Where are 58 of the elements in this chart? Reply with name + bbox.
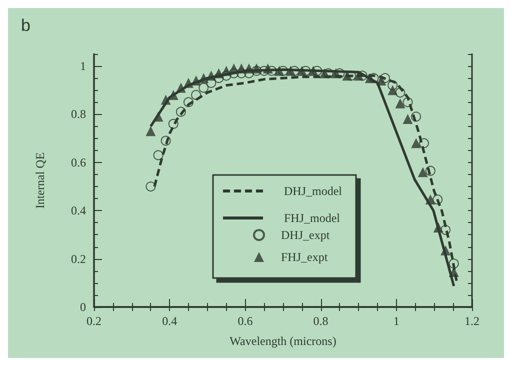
x-tick-label: 0.6 — [238, 314, 253, 328]
point — [432, 194, 443, 205]
point — [184, 97, 194, 108]
legend-label: FHJ_model — [284, 211, 341, 225]
point — [411, 112, 422, 122]
point — [278, 66, 288, 76]
point — [334, 68, 345, 78]
x-tick-label: 0.8 — [313, 314, 328, 328]
legend-label: DHJ_expt — [281, 228, 330, 242]
point — [411, 138, 422, 148]
point — [388, 85, 398, 96]
point — [259, 66, 270, 76]
y-axis-title: Internal QE — [33, 152, 47, 209]
point — [395, 88, 406, 98]
point — [221, 70, 232, 81]
point — [266, 66, 277, 76]
legend-label: DHJ_model — [284, 184, 343, 198]
legend-label: FHJ_expt — [281, 250, 328, 264]
chart-title: b — [21, 16, 30, 35]
point — [323, 68, 334, 78]
point — [252, 66, 262, 76]
point — [368, 73, 379, 84]
y-tick-label: 0.4 — [71, 204, 86, 218]
point — [160, 136, 171, 146]
point — [146, 182, 156, 192]
point — [425, 166, 436, 176]
point — [300, 66, 311, 76]
y-tick-label: 0 — [80, 300, 86, 314]
point — [206, 78, 216, 88]
point — [191, 90, 202, 100]
point — [402, 97, 413, 108]
point — [214, 73, 224, 84]
point — [153, 150, 164, 160]
point — [395, 98, 406, 108]
point — [176, 106, 186, 117]
point — [228, 68, 239, 78]
y-tick-label: 1 — [80, 59, 86, 74]
x-tick-label: 1.2 — [464, 314, 480, 328]
point — [419, 138, 429, 148]
y-tick-label: 0.2 — [71, 252, 86, 266]
point — [146, 126, 156, 136]
point — [402, 114, 413, 124]
point — [168, 118, 178, 129]
point — [448, 258, 459, 269]
point — [357, 70, 368, 81]
point — [418, 167, 428, 178]
point — [388, 80, 398, 90]
point — [289, 66, 300, 76]
point — [198, 82, 209, 93]
x-tick-label: 0.4 — [162, 314, 178, 328]
point — [312, 66, 322, 76]
point — [380, 73, 390, 84]
point — [236, 68, 246, 78]
y-tick-label: 0.8 — [71, 107, 86, 122]
point — [440, 224, 451, 235]
x-tick-label: 1 — [393, 314, 400, 328]
x-axis-title: Wavelength (microns) — [230, 334, 336, 348]
y-tick-label: 0.6 — [71, 155, 86, 170]
